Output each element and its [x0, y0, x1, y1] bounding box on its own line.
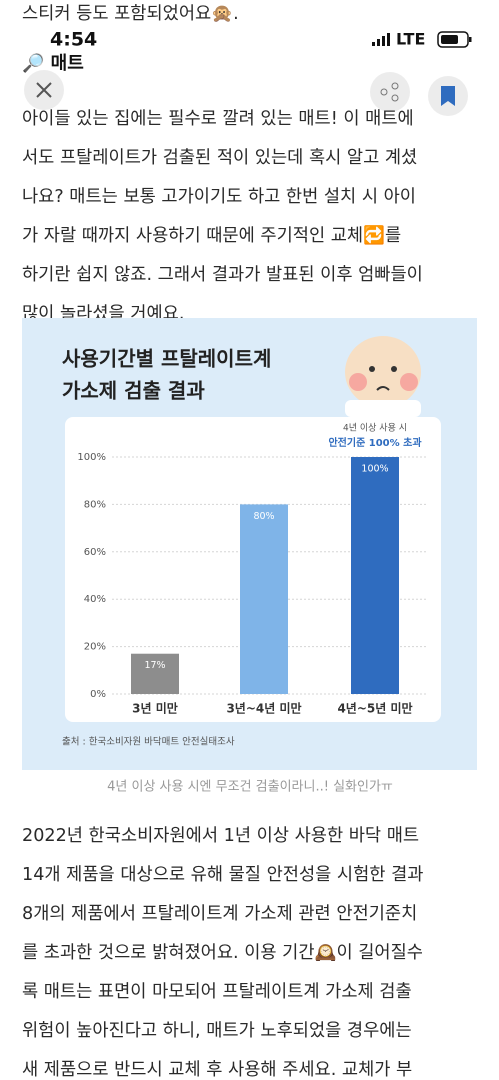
x-tick-label: 3년 미만 — [132, 701, 178, 716]
value-label: 80% — [253, 511, 274, 522]
annotation: 4년 이상 사용 시 — [343, 423, 407, 434]
paragraph-line: 가 자랄 때까지 사용하기 때문에 주기적인 교체🔁를 — [22, 225, 401, 246]
status-network: LTE — [396, 30, 425, 49]
y-tick-label: 0% — [90, 689, 106, 700]
share-button[interactable] — [370, 72, 410, 112]
paragraph-line: 를 초과한 것으로 밝혀졌어요. 이용 기간🕰️이 길어질수 — [22, 943, 423, 963]
baby-illustration — [345, 336, 421, 417]
signal-icon — [372, 33, 390, 46]
paragraph-line: 2022년 한국소비자원에서 1년 이상 사용한 바닥 매트 — [22, 826, 419, 846]
chart-title: 사용기간별 프탈레이트계 — [62, 347, 271, 371]
header-title: 🔎 매트 — [22, 51, 84, 74]
y-tick-label: 60% — [84, 547, 106, 558]
value-label: 17% — [144, 660, 165, 671]
paragraph-line: 위험이 높아진다고 하니, 매트가 노후되었을 경우에는 — [22, 1021, 412, 1041]
bookmark-button[interactable] — [428, 76, 468, 116]
battery-icon — [437, 31, 472, 48]
paragraph-line: 아이들 있는 집에는 필수로 깔려 있는 매트! 이 매트에 — [22, 109, 414, 129]
y-tick-label: 80% — [84, 499, 106, 510]
x-tick-label: 4년~5년 미만 — [337, 701, 412, 716]
bar — [240, 504, 288, 694]
paragraph-line: 나요? 매트는 보통 고가이기도 하고 한번 설치 시 아이 — [22, 187, 416, 207]
paragraph-line: 새 제품으로 반드시 교체 후 사용해 주세요. 교체가 부 — [22, 1060, 412, 1080]
paragraph: 2022년 한국소비자원에서 1년 이상 사용한 바닥 매트 14개 제품을 대상… — [22, 826, 423, 1080]
y-tick-label: 40% — [84, 594, 106, 605]
paragraph-line: 서도 프탈레이트가 검출된 적이 있는데 혹시 알고 계셨 — [22, 148, 417, 168]
y-tick-label: 100% — [77, 452, 106, 463]
caption: 4년 이상 사용 시엔 무조건 검출이라니..! 실화인가ㅠ — [107, 780, 393, 795]
paragraph-line: 14개 제품을 대상으로 유해 물질 안전성을 시험한 결과 — [22, 865, 423, 885]
paragraph-line: 록 매트는 표면이 마모되어 프탈레이트계 가소제 검출 — [22, 982, 412, 1002]
bar — [351, 457, 399, 694]
annotation: 안전기준 100% 초과 — [328, 436, 422, 449]
paragraph-line: 하기란 쉽지 않죠. 그래서 결과가 발표된 이후 엄빠들이 — [22, 265, 423, 285]
x-tick-label: 3년~4년 미만 — [226, 701, 301, 716]
chart-title: 가소제 검출 결과 — [62, 379, 205, 403]
bar — [131, 653, 179, 694]
status-time: 4:54 — [50, 29, 97, 51]
close-button[interactable] — [24, 70, 64, 110]
y-tick-label: 20% — [84, 642, 106, 653]
value-label: 100% — [361, 464, 388, 475]
chart-source: 출처 : 한국소비자원 바닥매트 안전실태조사 — [62, 736, 235, 748]
paragraph-line: 8개의 제품에서 프탈레이트계 가소제 관련 안전기준치 — [22, 904, 417, 924]
top-fragment: 스티커 등도 포함되었어요🙊. — [22, 4, 239, 24]
